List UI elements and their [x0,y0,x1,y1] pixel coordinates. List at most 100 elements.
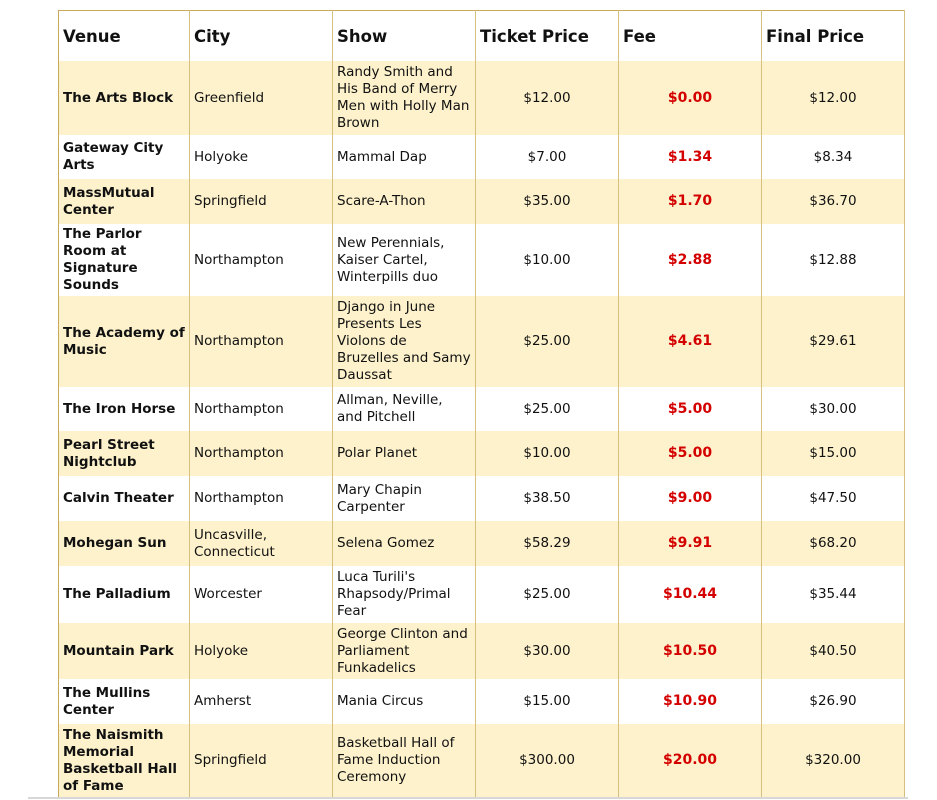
ticket-price-cell: $58.29 [475,521,619,566]
fee-cell: $20.00 [618,724,762,798]
venue-cell: Calvin Theater [58,476,190,521]
venue-cell: The Iron Horse [58,387,190,431]
show-cell: Mary Chapin Carpenter [332,476,476,521]
show-cell: Scare-A-Thon [332,179,476,224]
final-price-cell: $35.44 [761,566,905,623]
table-row: Calvin Theater Northampton Mary Chapin C… [58,476,905,521]
page-divider [28,797,908,799]
venue-cell: Mountain Park [58,623,190,679]
show-cell: Mania Circus [332,679,476,724]
table-row: The Mullins Center Amherst Mania Circus … [58,679,905,724]
table-row: The Iron Horse Northampton Allman, Nevil… [58,387,905,431]
city-cell: Worcester [189,566,333,623]
show-cell: Selena Gomez [332,521,476,566]
final-price-cell: $26.90 [761,679,905,724]
show-cell: Polar Planet [332,431,476,476]
show-cell: Mammal Dap [332,135,476,179]
final-price-cell: $29.61 [761,296,905,387]
venue-cell: The Naismith Memorial Basketball Hall of… [58,724,190,798]
final-price-cell: $8.34 [761,135,905,179]
venue-cell: MassMutual Center [58,179,190,224]
ticket-price-cell: $35.00 [475,179,619,224]
venue-cell: Pearl Street Nightclub [58,431,190,476]
ticket-price-cell: $25.00 [475,566,619,623]
show-cell: Randy Smith and His Band of Merry Men wi… [332,61,476,135]
table-row: Pearl Street Nightclub Northampton Polar… [58,431,905,476]
show-cell: New Perennials, Kaiser Cartel, Winterpil… [332,224,476,296]
fee-cell: $5.00 [618,387,762,431]
table-row: The Academy of Music Northampton Django … [58,296,905,387]
ticket-price-cell: $10.00 [475,224,619,296]
ticket-fee-table: Venue City Show Ticket Price Fee Final P… [58,10,905,799]
final-price-cell: $40.50 [761,623,905,679]
city-cell: Springfield [189,179,333,224]
ticket-price-cell: $7.00 [475,135,619,179]
venue-cell: The Palladium [58,566,190,623]
final-price-cell: $47.50 [761,476,905,521]
show-cell: George Clinton and Parliament Funkadelic… [332,623,476,679]
fee-cell: $10.44 [618,566,762,623]
venue-cell: The Mullins Center [58,679,190,724]
city-cell: Amherst [189,679,333,724]
show-cell: Basketball Hall of Fame Induction Ceremo… [332,724,476,798]
final-price-cell: $68.20 [761,521,905,566]
table-row: Mohegan Sun Uncasville, Connecticut Sele… [58,521,905,566]
city-cell: Northampton [189,224,333,296]
fee-cell: $0.00 [618,61,762,135]
final-price-cell: $12.88 [761,224,905,296]
ticket-price-cell: $25.00 [475,387,619,431]
fee-cell: $9.00 [618,476,762,521]
final-price-cell: $30.00 [761,387,905,431]
header-fee: Fee [618,10,762,61]
city-cell: Uncasville, Connecticut [189,521,333,566]
city-cell: Northampton [189,431,333,476]
header-final-price: Final Price [761,10,905,61]
table-row: The Arts Block Greenfield Randy Smith an… [58,61,905,135]
city-cell: Greenfield [189,61,333,135]
table-row: MassMutual Center Springfield Scare-A-Th… [58,179,905,224]
table-row: Mountain Park Holyoke George Clinton and… [58,623,905,679]
fee-cell: $1.70 [618,179,762,224]
fee-cell: $10.90 [618,679,762,724]
show-cell: Django in June Presents Les Violons de B… [332,296,476,387]
city-cell: Springfield [189,724,333,798]
city-cell: Holyoke [189,135,333,179]
city-cell: Northampton [189,476,333,521]
header-show: Show [332,10,476,61]
city-cell: Holyoke [189,623,333,679]
table-row: The Naismith Memorial Basketball Hall of… [58,724,905,798]
final-price-cell: $12.00 [761,61,905,135]
ticket-price-cell: $30.00 [475,623,619,679]
ticket-price-cell: $300.00 [475,724,619,798]
show-cell: Allman, Neville, and Pitchell [332,387,476,431]
final-price-cell: $36.70 [761,179,905,224]
venue-cell: The Academy of Music [58,296,190,387]
ticket-price-cell: $38.50 [475,476,619,521]
city-cell: Northampton [189,387,333,431]
fee-cell: $10.50 [618,623,762,679]
table-row: The Parlor Room at Signature Sounds Nort… [58,224,905,296]
fee-cell: $5.00 [618,431,762,476]
table-row: Gateway City Arts Holyoke Mammal Dap $7.… [58,135,905,179]
header-venue: Venue [58,10,190,61]
venue-cell: The Arts Block [58,61,190,135]
header-city: City [189,10,333,61]
show-cell: Luca Turili's Rhapsody/Primal Fear [332,566,476,623]
final-price-cell: $15.00 [761,431,905,476]
header-ticket-price: Ticket Price [475,10,619,61]
fee-cell: $9.91 [618,521,762,566]
fee-cell: $2.88 [618,224,762,296]
ticket-price-cell: $25.00 [475,296,619,387]
table-row: The Palladium Worcester Luca Turili's Rh… [58,566,905,623]
venue-cell: The Parlor Room at Signature Sounds [58,224,190,296]
fee-cell: $1.34 [618,135,762,179]
ticket-price-cell: $12.00 [475,61,619,135]
city-cell: Northampton [189,296,333,387]
fee-cell: $4.61 [618,296,762,387]
header-row: Venue City Show Ticket Price Fee Final P… [58,10,905,61]
ticket-price-cell: $10.00 [475,431,619,476]
ticket-price-cell: $15.00 [475,679,619,724]
final-price-cell: $320.00 [761,724,905,798]
venue-cell: Mohegan Sun [58,521,190,566]
venue-cell: Gateway City Arts [58,135,190,179]
